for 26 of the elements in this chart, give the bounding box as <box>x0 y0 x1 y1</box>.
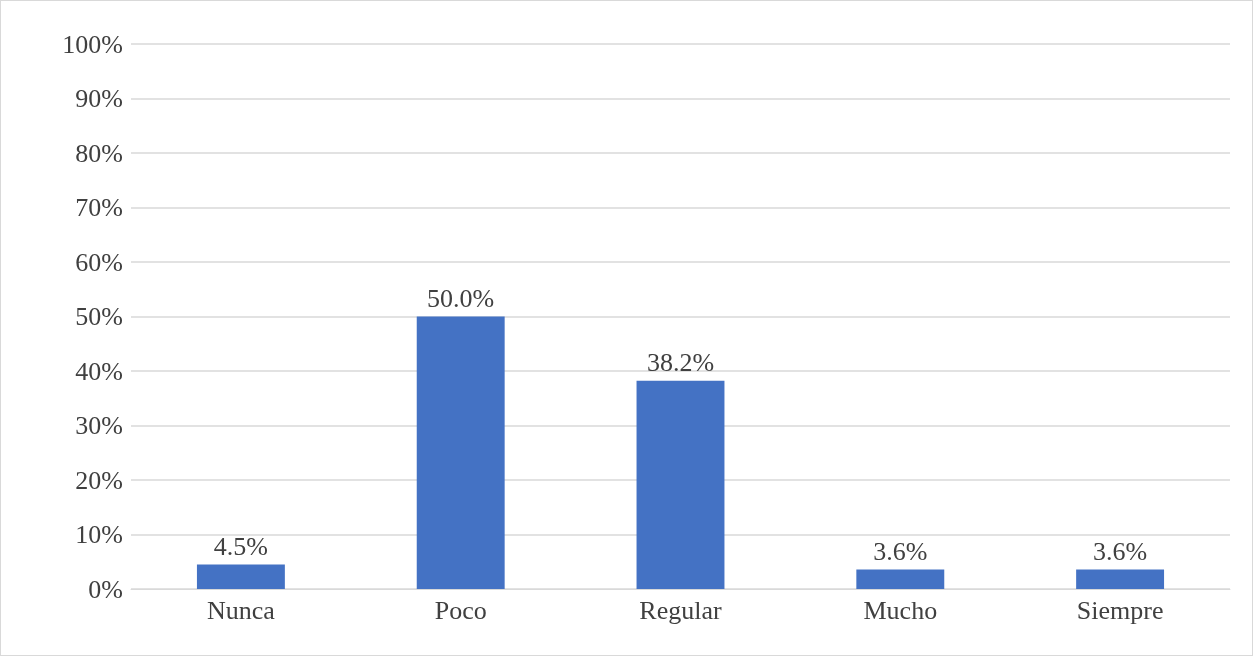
y-tick-label: 60% <box>75 247 123 277</box>
x-tick-label: Siempre <box>1076 595 1164 625</box>
x-tick-label: Regular <box>639 595 722 625</box>
y-tick-label: 30% <box>75 411 123 440</box>
y-tick-label: 70% <box>75 193 123 222</box>
y-tick-label: 50% <box>75 302 123 331</box>
bar <box>856 569 945 589</box>
y-tick-label: 90% <box>75 84 123 113</box>
x-tick-label: Poco <box>434 595 487 625</box>
y-tick-label: 0% <box>88 574 123 604</box>
y-tick-label: 20% <box>75 465 123 495</box>
bar <box>196 564 285 589</box>
data-label: 38.2% <box>646 348 715 378</box>
x-tick-label: Nunca <box>206 595 276 625</box>
bar <box>1076 569 1165 589</box>
bar <box>636 380 725 589</box>
data-label: 3.6% <box>1093 536 1148 566</box>
data-label: 3.6% <box>873 536 928 566</box>
x-tick-label: Mucho <box>863 595 938 625</box>
data-label: 4.5% <box>213 531 268 561</box>
y-tick-label: 10% <box>75 520 123 549</box>
y-tick-label: 100% <box>62 29 123 59</box>
y-tick-label: 40% <box>75 356 123 386</box>
bar <box>416 316 505 589</box>
y-tick-label: 80% <box>75 138 123 168</box>
data-label: 50.0% <box>427 284 495 313</box>
